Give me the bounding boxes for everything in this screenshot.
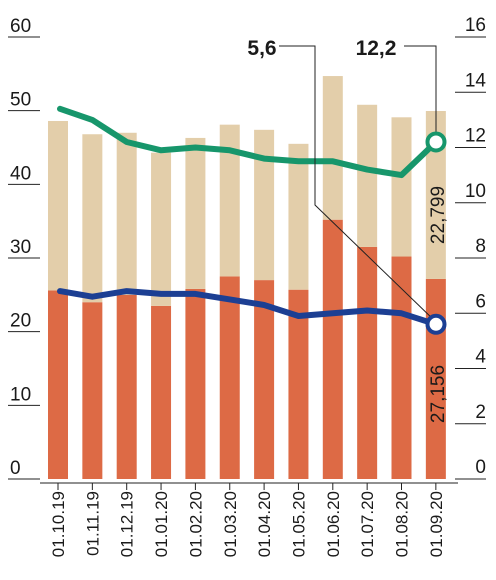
callout-blue-value: 5,6 [247,37,276,60]
lines [57,105,439,328]
x-tick-label: 01.12.19 [118,491,137,557]
bar-segment-top [219,124,240,277]
bar-segment-top [82,134,103,303]
right-tick-label: 16 [465,15,486,36]
bars [48,76,446,479]
bar-segment-top [185,137,206,289]
callout-green-value: 12,2 [356,37,397,60]
bar-segment-top [425,110,446,279]
bar-segment-bottom [185,288,206,479]
end-markers [425,131,447,335]
bar-segment-bottom [48,290,68,479]
x-tick-label: 01.04.20 [255,491,274,557]
end-marker-blue [425,313,447,335]
line-blue [57,288,439,328]
left-tick-label: 20 [10,311,31,332]
bar-segment-top [322,76,343,220]
x-tick-label: 01.01.20 [152,491,171,557]
callout-leader-green [404,45,437,137]
left-tick-label: 50 [10,90,31,111]
bar-segment-bottom [219,276,240,479]
gridlines [8,36,486,480]
bar-segment-bottom [322,219,343,479]
right-tick-label: 0 [475,457,486,478]
x-tick-label: 01.10.19 [49,491,68,557]
left-tick-label: 40 [10,163,31,184]
left-tick-label: 10 [10,384,31,405]
right-tick-label: 12 [465,126,486,147]
x-tick-label: 01.08.20 [393,491,412,557]
bar-segment-bottom [116,294,137,479]
end-marker-green [425,131,447,153]
bar-segment-top [151,152,172,306]
x-tick-label: 01.07.20 [358,491,377,557]
axes: 0 10 20 30 40 50 60 0 2 4 6 8 10 12 14 16 01.10.19 01.11.… [10,15,486,557]
bar-segment-bottom [151,305,172,479]
bar-segment-bottom [357,246,378,479]
right-tick-label: 14 [465,70,487,91]
bar-top-label: 22,799 [428,186,449,244]
callout-leader-blue [279,45,437,323]
x-tick-label: 01.06.20 [324,491,343,557]
x-tick-label: 01.03.20 [221,491,240,557]
callouts: 5,6 12,2 [247,37,437,323]
bar-segment-top [48,120,68,291]
bar-segment-top [288,143,309,290]
right-tick-label: 10 [465,181,486,202]
right-tick-label: 2 [475,402,486,423]
x-tick-label: 01.02.20 [186,491,205,557]
bar-segment-bottom [391,256,412,479]
bar-segment-bottom [254,280,275,479]
x-tick-label: 01.11.19 [83,491,102,556]
right-tick-label: 4 [475,347,486,368]
left-tick-label: 30 [10,237,31,258]
bar-segment-bottom [288,289,309,479]
bar-segment-top [116,132,137,295]
left-tick-label: 60 [10,16,31,37]
x-tick-label: 01.09.20 [427,491,446,557]
right-tick-label: 6 [475,291,486,312]
bar-segment-top [357,104,378,247]
bar-segment-top [391,117,412,257]
left-tick-label: 0 [10,458,21,479]
right-tick-label: 8 [475,236,486,257]
bar-segment-top [254,129,275,281]
bar-bottom-label: 27,156 [428,365,449,423]
x-tick-label: 01.05.20 [289,491,308,557]
bar-segment-bottom [82,302,103,479]
line-green [57,105,439,179]
